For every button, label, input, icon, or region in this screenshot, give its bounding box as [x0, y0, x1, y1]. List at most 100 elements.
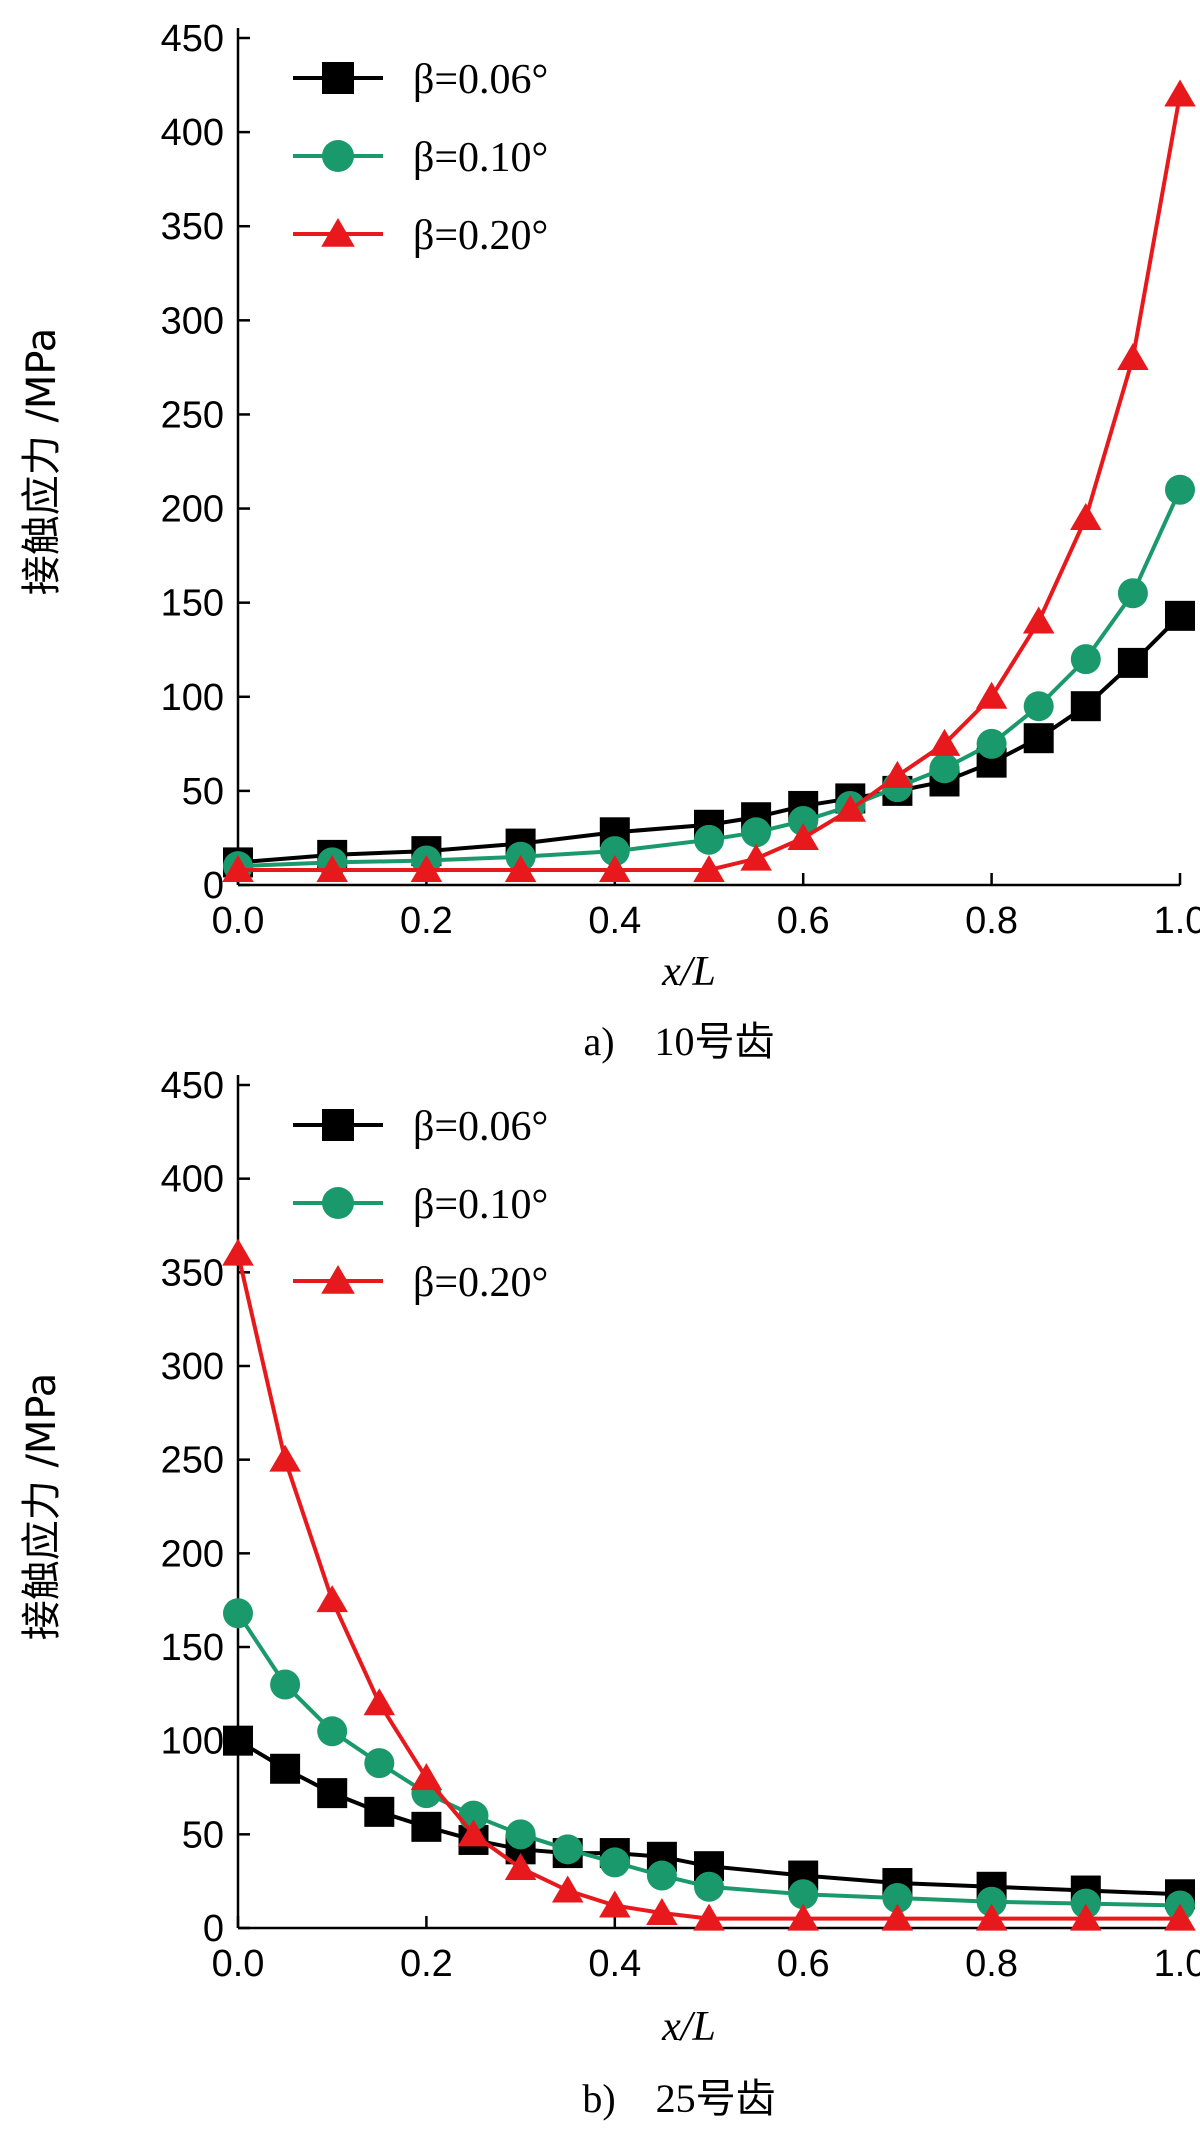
y-tick-label: 100 [161, 677, 224, 719]
data-point [270, 1753, 301, 1784]
data-point [882, 1883, 913, 1914]
y-tick-label: 250 [161, 1440, 224, 1482]
data-point [317, 1716, 348, 1747]
y-axis-label: 接触应力 /MPa [19, 1373, 65, 1641]
x-tick-label: 0.2 [400, 1943, 453, 1985]
data-point [1165, 600, 1195, 631]
x-tick-label: 0.8 [965, 900, 1018, 942]
data-point [646, 1898, 678, 1926]
series-line [236, 1253, 1180, 1921]
data-point [741, 817, 772, 848]
data-point [364, 1748, 395, 1779]
series-line [236, 1738, 1181, 1897]
legend-marker [322, 1109, 354, 1141]
chart-panel-1: 0 50 100 150 200 250 300 350 400 450 0.0 0.2 0.4 0.6 0… [19, 18, 1200, 1064]
data-point [1164, 1903, 1196, 1931]
series-line [237, 488, 1182, 869]
legend-label: β=0.20° [413, 213, 548, 259]
y-tick-label: 250 [161, 394, 224, 436]
data-point [223, 1598, 253, 1629]
x-tick-label: 0.6 [777, 900, 830, 942]
legend: β=0.06° β=0.10° β=0.20° [293, 57, 548, 259]
data-point [881, 760, 914, 788]
x-tick-label: 1.0 [1154, 900, 1200, 942]
y-tick-label: 100 [161, 1721, 224, 1763]
data-point [1070, 502, 1102, 530]
legend-label: β=0.10° [413, 135, 548, 181]
data-point [976, 728, 1007, 759]
legend-marker [321, 218, 355, 247]
y-tick-label: 450 [161, 1065, 224, 1107]
y-tick-label: 400 [161, 1159, 224, 1201]
data-point [694, 1871, 724, 1902]
x-tick-label: 0.6 [777, 1943, 830, 1985]
data-point [1165, 474, 1195, 505]
data-point [222, 1238, 254, 1266]
y-tick-label: 150 [161, 583, 224, 625]
data-point [504, 1853, 537, 1881]
data-point [599, 1847, 630, 1878]
data-point [1070, 644, 1101, 675]
data-point [1117, 342, 1149, 370]
chart-panel-2: 0 50 100 150 200 250 300 350 400 450 0.0 0.2 0.4 0.6 0… [19, 1065, 1200, 2121]
series-line [237, 614, 1182, 865]
y-tick-label: 200 [161, 489, 224, 531]
data-point [270, 1669, 301, 1700]
y-tick-label: 50 [182, 1814, 224, 1856]
data-point [928, 728, 961, 756]
legend-marker [321, 1265, 355, 1294]
data-point [881, 1903, 914, 1931]
y-tick-label: 0 [203, 1908, 224, 1950]
legend-label: β=0.06° [413, 1104, 548, 1150]
data-point [599, 1890, 631, 1918]
data-point [410, 1763, 443, 1791]
data-point [364, 1796, 395, 1827]
y-tick-label: 350 [161, 206, 224, 248]
data-point [740, 843, 772, 871]
data-point [1070, 691, 1101, 722]
data-point [1164, 79, 1196, 107]
y-tick-label: 300 [161, 1346, 224, 1388]
data-point [693, 854, 725, 882]
data-point [1023, 691, 1054, 722]
data-point [411, 1811, 442, 1842]
legend-label: β=0.06° [413, 57, 548, 103]
data-point [410, 854, 443, 882]
series-line [238, 94, 1182, 872]
data-point [363, 1688, 396, 1716]
legend-label: β=0.10° [413, 1182, 548, 1228]
data-point [551, 1875, 584, 1903]
data-point [1070, 1903, 1102, 1931]
series-2 [223, 1598, 1195, 1921]
data-point [504, 854, 537, 882]
legend-label: β=0.20° [413, 1260, 548, 1306]
series-line [236, 1612, 1181, 1908]
x-tick-label: 0.0 [212, 1943, 265, 1985]
series-3 [222, 79, 1196, 882]
panel-caption: b) 25号齿 [582, 2076, 775, 2121]
data-point [975, 681, 1008, 709]
data-point [269, 1444, 301, 1472]
series-3 [222, 1238, 1196, 1931]
data-point [929, 753, 960, 784]
legend-marker [322, 62, 354, 94]
y-tick-label: 400 [161, 112, 224, 154]
data-point [975, 1903, 1008, 1931]
x-tick-label: 0.8 [965, 1943, 1018, 1985]
data-point [788, 806, 819, 837]
data-point [787, 822, 819, 850]
data-point [787, 1903, 819, 1931]
y-tick-label: 300 [161, 300, 224, 342]
legend-marker [322, 140, 354, 172]
x-tick-label: 0.2 [400, 900, 453, 942]
data-point [646, 1860, 677, 1891]
legend-marker [322, 1187, 354, 1219]
data-point [976, 1886, 1007, 1917]
data-point [1022, 606, 1055, 634]
legend: β=0.06° β=0.10° β=0.20° [293, 1104, 548, 1306]
data-point [788, 1879, 819, 1910]
data-point [222, 854, 254, 882]
data-point [693, 1903, 725, 1931]
x-tick-label: 0.0 [212, 900, 265, 942]
